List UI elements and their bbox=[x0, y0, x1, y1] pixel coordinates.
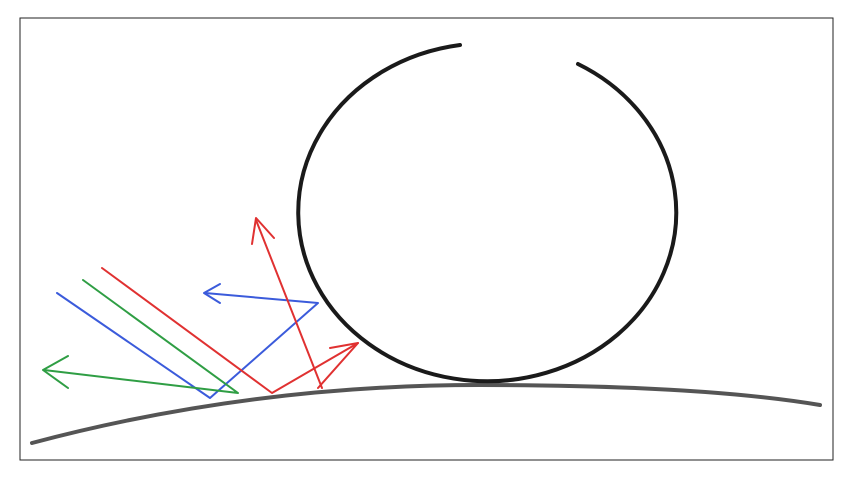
red-up-arrowhead bbox=[251, 217, 275, 245]
red-arrowhead bbox=[317, 342, 359, 389]
red-ray bbox=[101, 217, 359, 394]
blue-arrowhead bbox=[203, 283, 221, 304]
red-up-ray bbox=[255, 219, 323, 389]
green-ray bbox=[42, 279, 239, 394]
ground-surface bbox=[30, 382, 822, 445]
blue-ray bbox=[56, 283, 319, 399]
blue-ray-path bbox=[56, 292, 319, 399]
red-ray-path bbox=[101, 267, 359, 394]
sphere-outline bbox=[296, 43, 679, 384]
green-ray-path bbox=[43, 279, 239, 394]
green-arrowhead bbox=[42, 355, 69, 389]
